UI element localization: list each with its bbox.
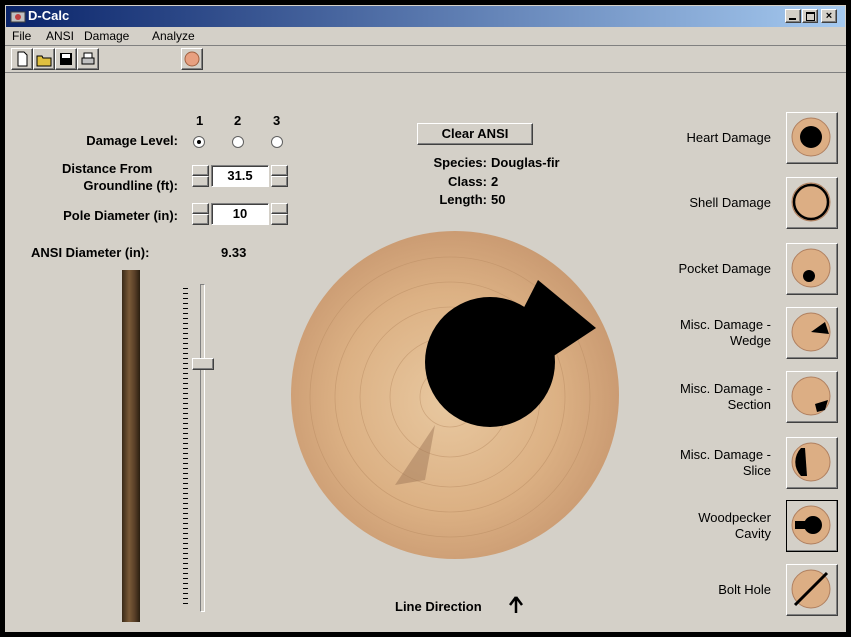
app-icon [10, 11, 26, 23]
spin-down[interactable] [271, 214, 288, 225]
damage-type-label: Pocket Damage [678, 261, 772, 276]
analyze-button[interactable] [181, 48, 203, 70]
info-label: Class: [447, 174, 487, 189]
damage-level-label: Damage Level: [86, 133, 178, 148]
damage-type-button[interactable] [786, 564, 838, 616]
damage-type-button[interactable] [786, 177, 838, 229]
window: D-Calc × File ANSI Damage Analyze Damage… [5, 5, 846, 632]
damage-type-label: Bolt Hole [718, 582, 771, 597]
distance-label: Groundline (ft): [83, 178, 178, 193]
title-bar: D-Calc × [6, 6, 845, 27]
spin-up[interactable] [271, 203, 288, 214]
damage-type-label: Misc. Damage - [679, 381, 771, 396]
menu-bar: File ANSI Damage Analyze [5, 27, 846, 45]
spin-up[interactable] [192, 203, 209, 214]
damage-type-label: Wedge [730, 333, 771, 348]
save-button[interactable] [55, 48, 77, 70]
menu-item[interactable]: Damage [84, 29, 130, 43]
distance-input[interactable]: 31.5 [211, 165, 269, 187]
ansi-diameter-value: 9.33 [221, 245, 247, 260]
spin-up[interactable] [271, 165, 288, 176]
distance-label: Distance From [62, 161, 153, 176]
damage-type-button[interactable] [786, 243, 838, 295]
cross-section [291, 231, 619, 559]
damage-type-button[interactable] [786, 112, 838, 164]
menu-item[interactable]: ANSI [46, 29, 75, 43]
toolbar [5, 45, 846, 73]
maximize-button[interactable] [802, 9, 818, 23]
damage-type-label: Woodpecker [698, 510, 771, 525]
info-value: 50 [491, 192, 506, 207]
radio-dot [197, 140, 201, 144]
radio-label: 1 [196, 113, 204, 128]
menu-item[interactable]: File [12, 29, 32, 43]
line-direction-label: Line Direction [395, 599, 482, 614]
print-button[interactable] [77, 48, 99, 70]
ansi-diameter-label: ANSI Diameter (in): [31, 245, 150, 260]
radio[interactable] [271, 136, 283, 148]
damage-type-button[interactable] [786, 500, 838, 552]
info-value: Douglas-fir [491, 155, 560, 170]
clear-ansi-button[interactable]: Clear ANSI [417, 123, 533, 145]
spin-down[interactable] [192, 176, 209, 187]
pole-image [122, 270, 140, 622]
close-button[interactable]: × [821, 9, 837, 23]
slider[interactable] [177, 270, 217, 622]
window-title: D-Calc [28, 8, 70, 23]
damage-type-label: Slice [742, 463, 771, 478]
spin-down[interactable] [271, 176, 288, 187]
damage-type-label: Misc. Damage - [679, 447, 771, 462]
new-button[interactable] [11, 48, 33, 70]
heart-damage [425, 297, 555, 427]
info-value: 2 [491, 174, 499, 189]
info-label: Species: [433, 155, 487, 170]
damage-type-button[interactable] [786, 307, 838, 359]
radio-group [193, 136, 283, 148]
damage-type-button[interactable] [786, 437, 838, 489]
spin-up[interactable] [192, 165, 209, 176]
pole-diameter-input[interactable]: 10 [211, 203, 269, 225]
direction-arrow [509, 596, 523, 613]
damage-type-button[interactable] [786, 371, 838, 423]
pole-diameter-label: Pole Diameter (in): [63, 208, 178, 223]
radio[interactable] [232, 136, 244, 148]
menu-item[interactable]: Analyze [152, 29, 195, 43]
damage-type-label: Section [727, 397, 771, 412]
radio-label: 3 [273, 113, 281, 128]
open-button[interactable] [33, 48, 55, 70]
slider-thumb[interactable] [192, 358, 214, 370]
damage-type-label: Cavity [734, 526, 771, 541]
damage-type-label: Shell Damage [689, 195, 771, 210]
info-label: Length: [439, 192, 487, 207]
spin-down[interactable] [192, 214, 209, 225]
damage-type-label: Misc. Damage - [679, 317, 771, 332]
radio-label: 2 [234, 113, 242, 128]
minimize-button[interactable] [785, 9, 801, 23]
damage-type-label: Heart Damage [686, 130, 771, 145]
